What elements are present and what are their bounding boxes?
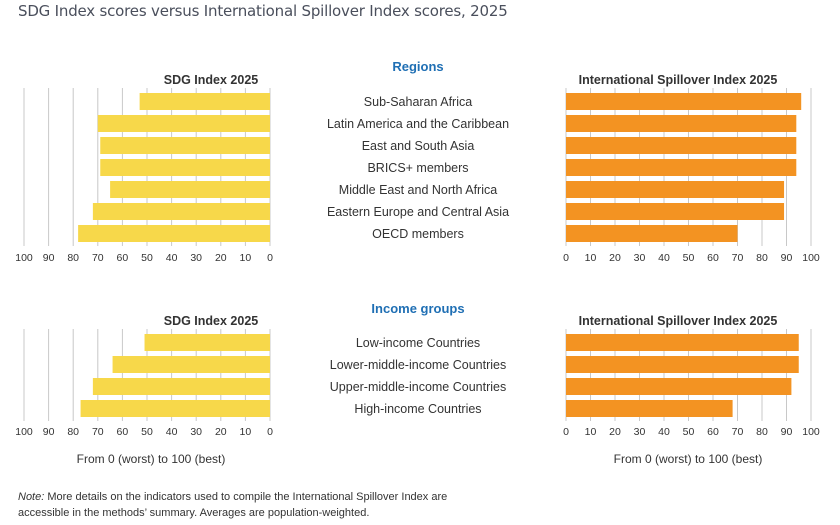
sdg-bar — [78, 225, 271, 242]
sdg-bar — [80, 400, 270, 417]
sdg-tick-label: 60 — [117, 426, 129, 438]
sdg-tick-label: 20 — [215, 252, 227, 264]
sdg-tick-label: 40 — [166, 426, 178, 438]
sdg-bar — [110, 181, 270, 198]
spillover-bar — [566, 334, 799, 351]
spillover-tick-label: 20 — [609, 252, 621, 264]
sdg-tick-label: 90 — [43, 252, 55, 264]
sdg-tick-label: 100 — [15, 426, 33, 438]
spillover-tick-label: 50 — [683, 426, 695, 438]
spillover-tick-label: 80 — [756, 252, 768, 264]
category-label: Middle East and North Africa — [339, 183, 497, 197]
section-header-1: Regions — [392, 59, 443, 74]
sdg-tick-label: 60 — [117, 252, 129, 264]
sdg-axis-caption: From 0 (worst) to 100 (best) — [77, 452, 226, 466]
sdg-tick-label: 0 — [267, 426, 273, 438]
sdg-panel-title: SDG Index 2025 — [164, 314, 259, 328]
category-label: Lower-middle-income Countries — [330, 358, 506, 372]
spillover-tick-label: 40 — [658, 252, 670, 264]
sdg-tick-label: 30 — [190, 252, 202, 264]
spillover-tick-label: 70 — [732, 252, 744, 264]
sdg-tick-label: 90 — [43, 426, 55, 438]
sdg-tick-label: 30 — [190, 426, 202, 438]
spillover-bar — [566, 137, 797, 154]
spillover-axis-caption: From 0 (worst) to 100 (best) — [614, 452, 763, 466]
sdg-bar — [100, 159, 270, 176]
sdg-tick-label: 70 — [92, 426, 104, 438]
figure-title: SDG Index scores versus International Sp… — [18, 2, 508, 20]
spillover-bar — [566, 203, 785, 220]
sdg-tick-label: 20 — [215, 426, 227, 438]
spillover-tick-label: 100 — [802, 426, 820, 438]
sdg-tick-label: 40 — [166, 252, 178, 264]
spillover-tick-label: 40 — [658, 426, 670, 438]
category-label: High-income Countries — [354, 402, 481, 416]
spillover-tick-label: 10 — [585, 426, 597, 438]
spillover-tick-label: 30 — [634, 426, 646, 438]
category-label: Sub-Saharan Africa — [364, 95, 472, 109]
sdg-bar — [139, 93, 270, 110]
spillover-tick-label: 0 — [563, 426, 569, 438]
category-label: Eastern Europe and Central Asia — [327, 205, 509, 219]
spillover-tick-label: 30 — [634, 252, 646, 264]
sdg-tick-label: 10 — [240, 426, 252, 438]
spillover-bar — [566, 93, 802, 110]
spillover-bar — [566, 115, 797, 132]
spillover-tick-label: 50 — [683, 252, 695, 264]
sdg-bar — [97, 115, 270, 132]
category-label: Low-income Countries — [356, 336, 480, 350]
sdg-tick-label: 80 — [67, 252, 79, 264]
spillover-bar — [566, 400, 733, 417]
spillover-tick-label: 90 — [781, 426, 793, 438]
spillover-tick-label: 80 — [756, 426, 768, 438]
spillover-tick-label: 70 — [732, 426, 744, 438]
sdg-tick-label: 100 — [15, 252, 33, 264]
sdg-bar — [112, 356, 270, 373]
category-label: BRICS+ members — [367, 161, 468, 175]
sdg-panel-title: SDG Index 2025 — [164, 73, 259, 87]
spillover-bar — [566, 378, 792, 395]
spillover-panel-title: International Spillover Index 2025 — [579, 73, 778, 87]
note-label: Note: — [18, 491, 45, 503]
sdg-tick-label: 50 — [141, 426, 153, 438]
spillover-tick-label: 20 — [609, 426, 621, 438]
note-text: More details on the indicators used to c… — [18, 491, 448, 519]
spillover-bar — [566, 356, 799, 373]
sdg-tick-label: 50 — [141, 252, 153, 264]
sdg-tick-label: 70 — [92, 252, 104, 264]
category-label: East and South Asia — [362, 139, 475, 153]
sdg-tick-label: 10 — [240, 252, 252, 264]
category-label: Latin America and the Caribbean — [327, 117, 509, 131]
sdg-bar — [100, 137, 270, 154]
footnote: Note: More details on the indicators use… — [18, 489, 478, 521]
spillover-bar — [566, 181, 785, 198]
spillover-bar — [566, 225, 738, 242]
spillover-tick-label: 100 — [802, 252, 820, 264]
spillover-bar — [566, 159, 797, 176]
spillover-tick-label: 90 — [781, 252, 793, 264]
sdg-tick-label: 0 — [267, 252, 273, 264]
category-label: OECD members — [372, 227, 464, 241]
category-label: Upper-middle-income Countries — [330, 380, 506, 394]
section-header-2: Income groups — [371, 301, 464, 316]
spillover-tick-label: 60 — [707, 252, 719, 264]
spillover-tick-label: 60 — [707, 426, 719, 438]
sdg-bar — [144, 334, 270, 351]
sdg-tick-label: 80 — [67, 426, 79, 438]
spillover-tick-label: 0 — [563, 252, 569, 264]
sdg-bar — [92, 203, 270, 220]
spillover-panel-title: International Spillover Index 2025 — [579, 314, 778, 328]
spillover-tick-label: 10 — [585, 252, 597, 264]
sdg-bar — [92, 378, 270, 395]
